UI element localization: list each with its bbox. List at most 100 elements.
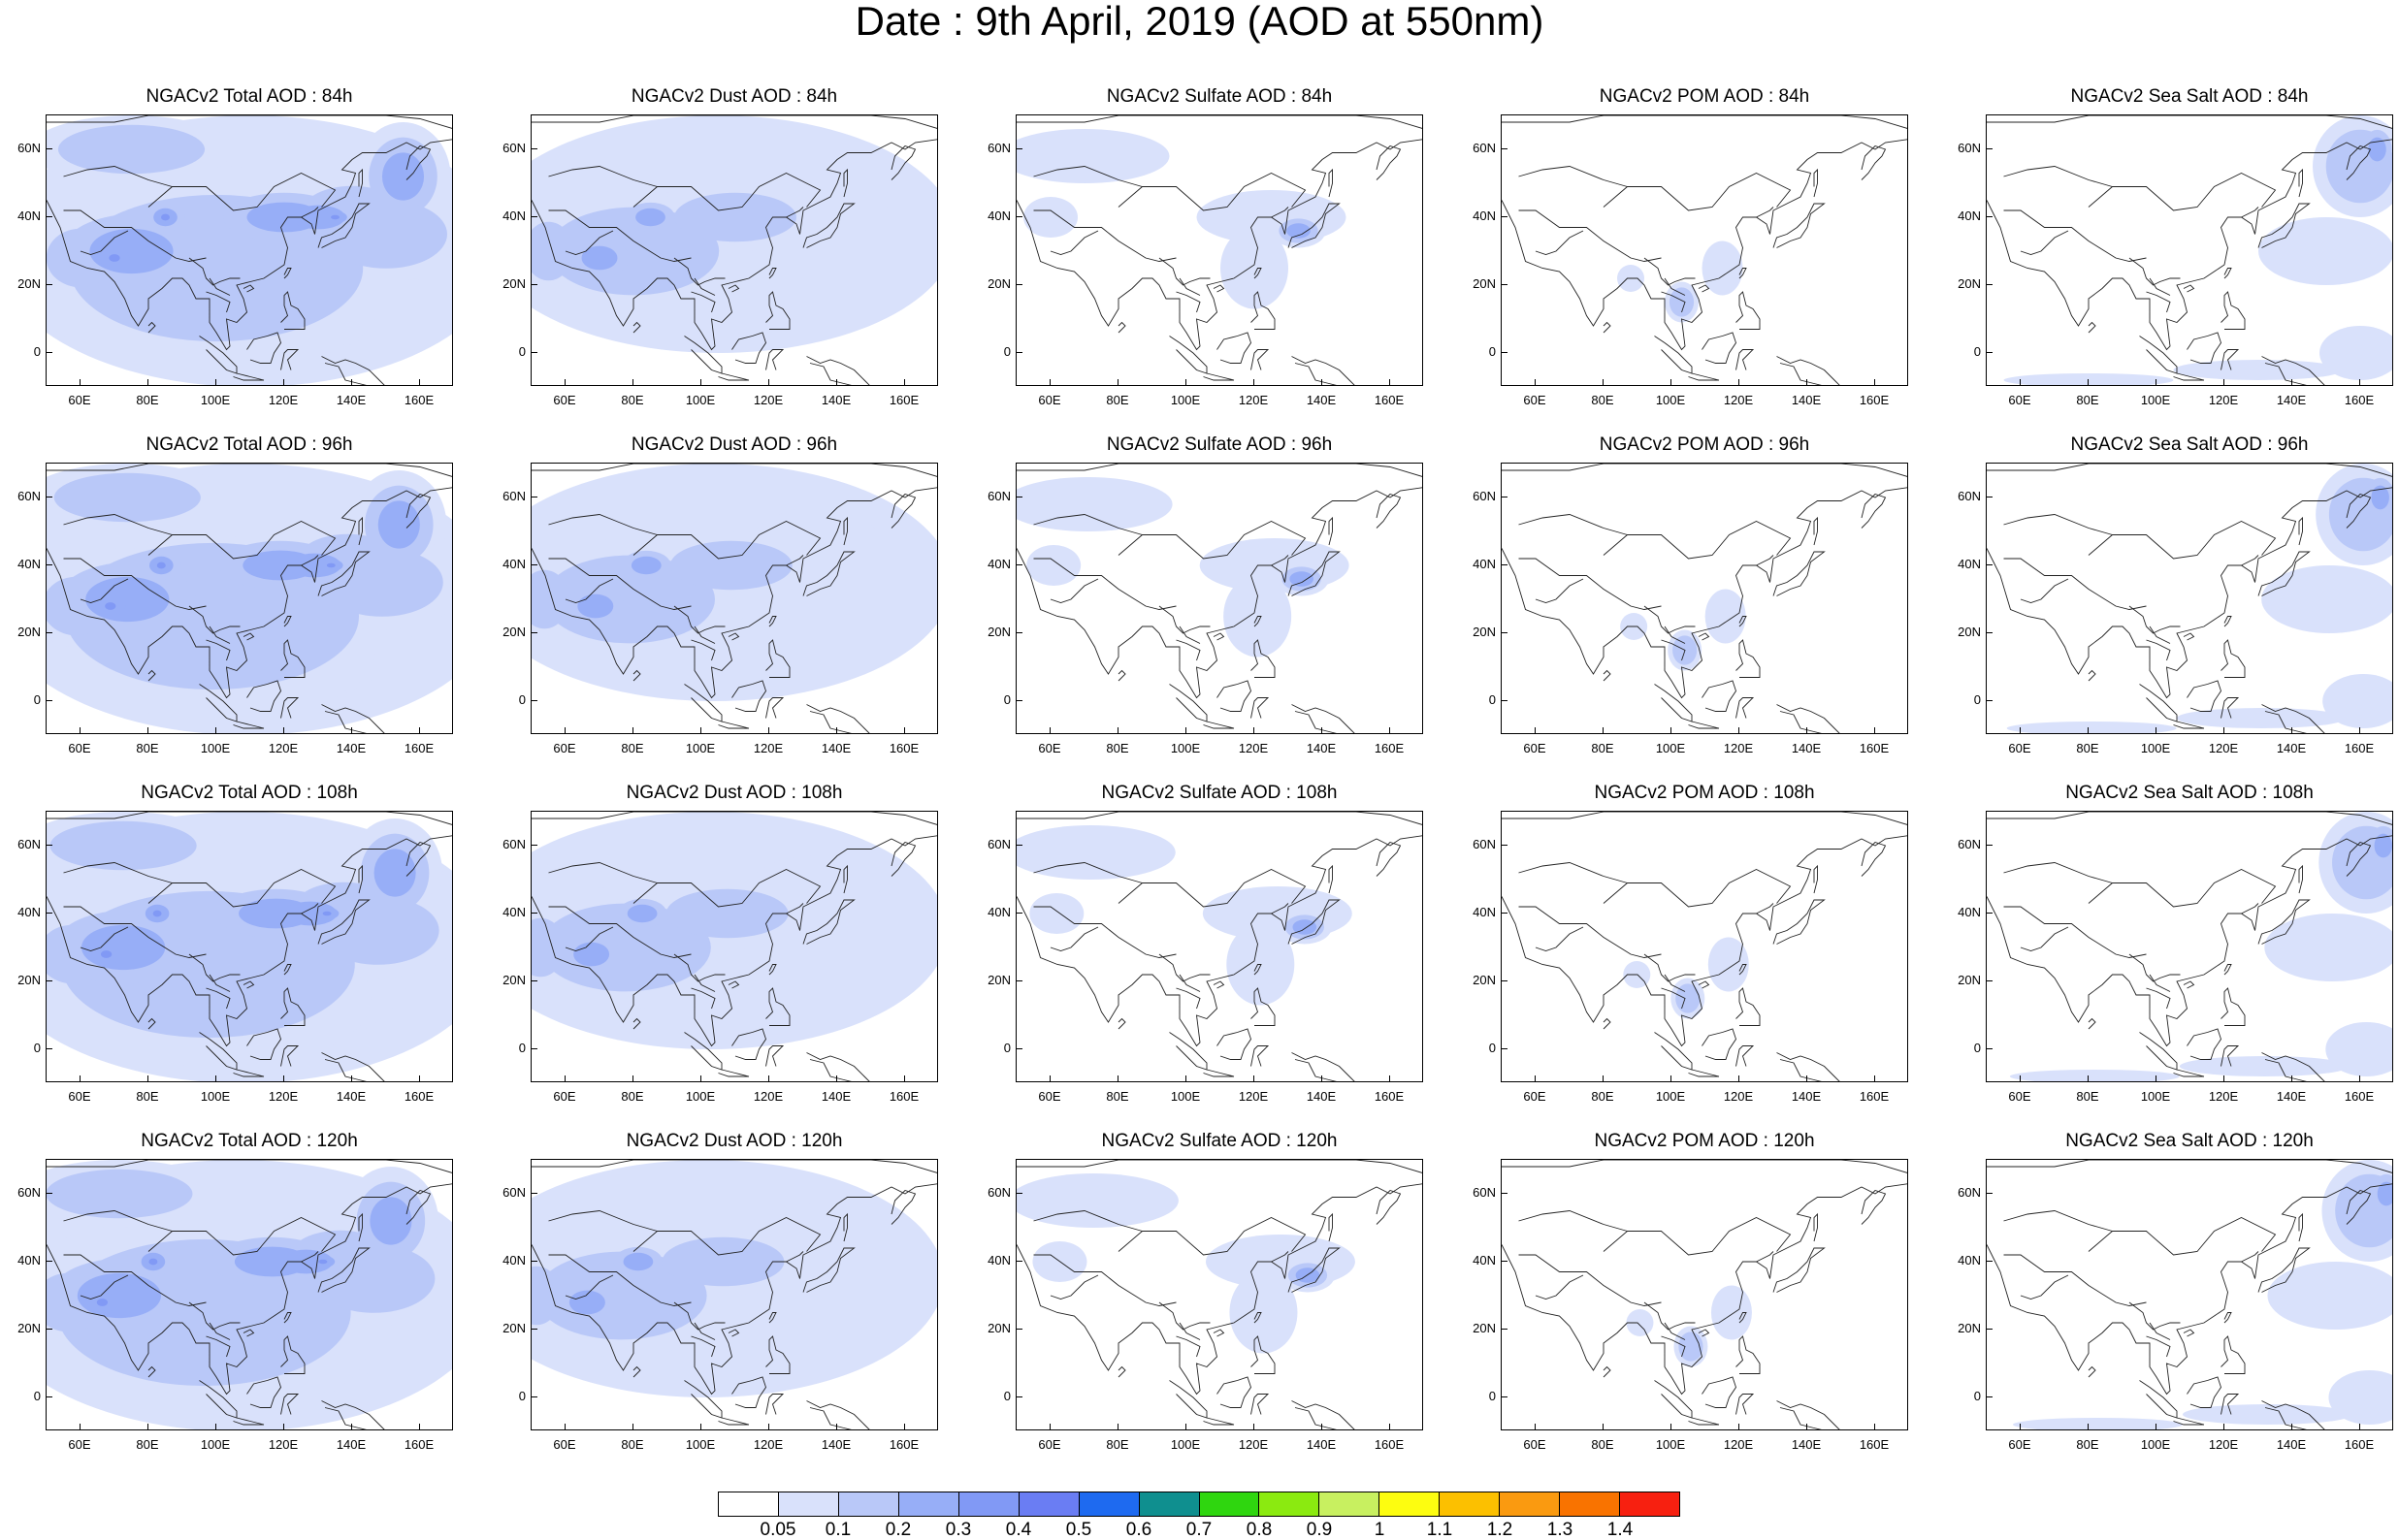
coastlines — [532, 464, 937, 733]
x-tick — [1253, 727, 1254, 734]
x-tick-label: 160E — [889, 1089, 920, 1104]
coastlines — [1987, 464, 2392, 733]
x-tick — [2020, 1424, 2021, 1430]
y-tick — [1016, 1048, 1022, 1049]
y-tick-label: 0 — [1973, 1041, 1981, 1055]
aod-contour — [1702, 241, 1743, 296]
coastline — [1756, 207, 1774, 218]
coastline — [280, 639, 306, 678]
x-tick-label: 120E — [1238, 1437, 1269, 1452]
y-tick-label: 0 — [518, 1389, 526, 1403]
map-area — [1986, 811, 2393, 1082]
panel-title: NGACv2 Total AOD : 84h — [146, 86, 353, 107]
coastline — [632, 172, 822, 211]
y-tick-label: 0 — [518, 344, 526, 359]
y-tick-label: 20N — [1958, 973, 1981, 987]
coastline — [1535, 926, 1584, 951]
aod-contour — [2261, 565, 2392, 633]
coastlines — [1502, 115, 1907, 385]
x-tick-label: 160E — [1859, 741, 1890, 755]
panel-title: NGACv2 POM AOD : 108h — [1594, 783, 1815, 803]
coastline — [1176, 291, 1201, 313]
coastline — [147, 520, 337, 560]
x-tick-label: 60E — [553, 741, 576, 755]
coastline — [1688, 1069, 1720, 1077]
coastline — [1702, 680, 1736, 712]
coastline — [301, 555, 319, 566]
x-tick-label: 100E — [1170, 1089, 1201, 1104]
coastline — [1158, 257, 1211, 286]
y-tick — [46, 284, 52, 285]
y-tick — [1986, 980, 1993, 981]
x-tick-label: 100E — [685, 393, 716, 407]
coastline — [1216, 1028, 1251, 1060]
x-tick-label: 140E — [1791, 1437, 1822, 1452]
y-tick-label: 20N — [1473, 276, 1496, 291]
coastline — [2221, 987, 2246, 1026]
x-tick-label: 160E — [2344, 1437, 2375, 1452]
y-tick-label: 40N — [1958, 1253, 1981, 1267]
x-tick-label: 120E — [753, 393, 784, 407]
x-tick-label: 80E — [2076, 1437, 2099, 1452]
coastline — [63, 514, 173, 535]
coastline — [2346, 144, 2372, 180]
aod-contour — [2371, 485, 2389, 510]
panel-title: NGACv2 Sea Salt AOD : 120h — [2065, 1131, 2314, 1151]
coastline — [1735, 987, 1761, 1026]
x-tick-label: 80E — [1106, 741, 1129, 755]
x-tick — [283, 1424, 284, 1430]
aod-contour — [1289, 571, 1313, 587]
aod-contour — [49, 820, 197, 871]
colorbar-label: 1.2 — [1486, 1520, 1513, 1540]
coastline — [321, 1400, 385, 1429]
coastline — [718, 721, 750, 729]
coastline — [405, 1189, 432, 1225]
coastline — [1033, 1254, 1177, 1306]
x-tick-label: 60E — [553, 1089, 576, 1104]
aod-contour — [2258, 217, 2392, 285]
colorbar-box — [1019, 1492, 1080, 1516]
coastline — [1216, 1376, 1251, 1408]
y-tick — [46, 700, 52, 701]
coastline — [1017, 464, 1422, 699]
aod-contour — [278, 1249, 334, 1274]
coastline — [301, 903, 319, 914]
x-tick — [215, 379, 216, 386]
coastline — [206, 291, 231, 313]
x-tick — [147, 1075, 148, 1082]
x-tick-label: 120E — [753, 741, 784, 755]
x-tick — [1389, 1075, 1390, 1082]
y-tick-label: 60N — [988, 837, 1011, 851]
coastline — [280, 291, 306, 330]
map-svg — [1017, 115, 1422, 385]
y-tick — [1986, 1329, 1993, 1330]
x-tick-label: 140E — [1791, 393, 1822, 407]
coastline — [246, 332, 281, 364]
y-tick-label: 60N — [17, 489, 41, 503]
y-tick-label: 60N — [17, 837, 41, 851]
x-tick — [2359, 1075, 2360, 1082]
coastline — [233, 1069, 265, 1077]
coastline — [147, 1216, 337, 1256]
coastline — [2183, 1329, 2195, 1337]
coastline — [1698, 284, 1710, 293]
coastline — [1688, 721, 1720, 729]
map-svg — [1017, 812, 1422, 1081]
aod-contour — [96, 1299, 108, 1306]
coastline — [1169, 1032, 1208, 1071]
coastline — [317, 203, 371, 248]
coastline — [1287, 551, 1341, 596]
coastline — [1203, 1069, 1235, 1077]
aod-contour — [665, 888, 789, 939]
y-tick — [1501, 564, 1507, 565]
x-tick-label: 140E — [336, 1089, 367, 1104]
x-tick — [80, 727, 81, 734]
aod-contour — [85, 576, 170, 623]
y-tick-label: 40N — [17, 209, 41, 223]
coastline — [2221, 291, 2246, 330]
x-tick-label: 120E — [1238, 1089, 1269, 1104]
coastline — [691, 639, 716, 661]
y-tick-label: 60N — [502, 141, 526, 155]
map-panel-total-r0: NGACv2 Total AOD : 84h 60N 40N 20N 0 60E 80E 10… — [0, 85, 485, 433]
x-tick — [1874, 1424, 1875, 1430]
